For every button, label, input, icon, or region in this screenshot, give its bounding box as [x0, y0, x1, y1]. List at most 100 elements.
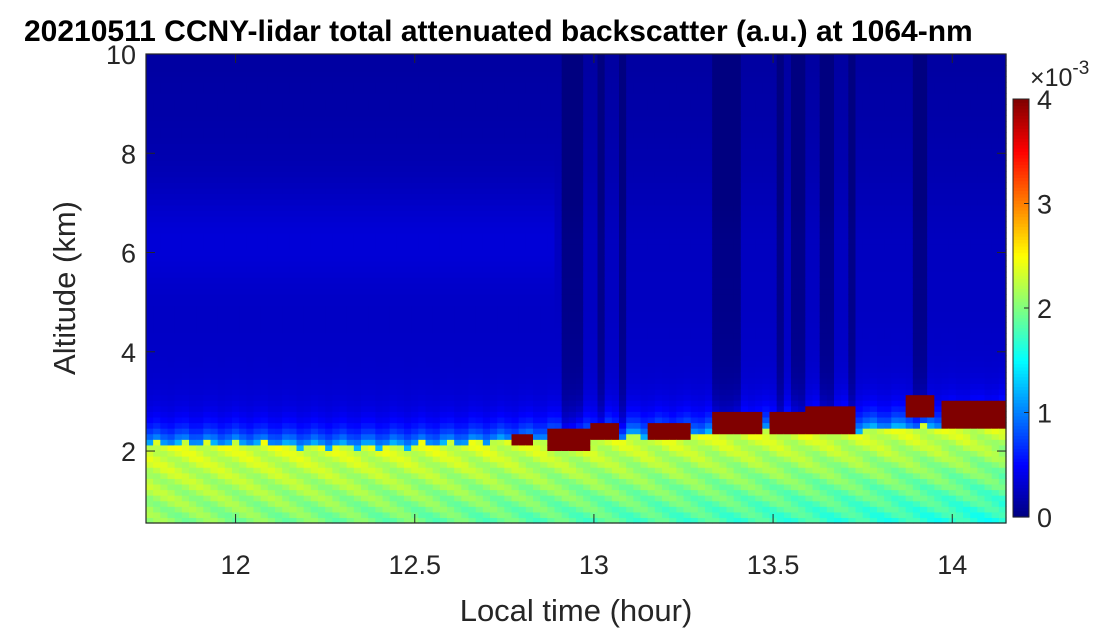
heatmap-cell: [353, 266, 362, 273]
heatmap-cell: [325, 182, 333, 189]
heatmap-cell: [461, 143, 470, 150]
heatmap-cell: [361, 305, 369, 312]
heatmap-cell: [339, 389, 348, 396]
heatmap-cell: [547, 355, 556, 362]
heatmap-cell: [396, 333, 405, 340]
heatmap-cell: [224, 81, 233, 89]
heatmap-cell: [332, 182, 341, 189]
heatmap-cell: [346, 299, 355, 306]
heatmap-cell: [260, 227, 269, 234]
heatmap-cell: [246, 76, 255, 83]
heatmap-cell: [224, 361, 233, 368]
heatmap-cell: [239, 472, 247, 479]
heatmap-cell: [224, 338, 233, 345]
heatmap-cell: [224, 288, 233, 295]
heatmap-cell: [146, 271, 154, 278]
heatmap-cell: [497, 54, 505, 61]
heatmap-cell: [353, 333, 362, 340]
heatmap-cell: [518, 305, 527, 312]
heatmap-cell: [310, 193, 319, 200]
heatmap-cell: [518, 210, 527, 217]
heatmap-cell: [210, 467, 219, 474]
heatmap-cell: [181, 305, 190, 312]
heatmap-cell: [296, 383, 305, 390]
heatmap-cell: [181, 210, 190, 217]
heatmap-cell: [361, 210, 369, 217]
heatmap-cell: [325, 115, 333, 122]
heatmap-cell: [239, 81, 247, 89]
heatmap-cell: [432, 422, 441, 429]
heatmap-cell: [339, 349, 348, 357]
heatmap-cell: [167, 221, 176, 228]
heatmap-cell: [497, 444, 505, 452]
heatmap-cell: [540, 389, 548, 396]
heatmap-cell: [475, 232, 484, 239]
heatmap-cell: [318, 255, 326, 262]
heatmap-cell: [232, 210, 240, 217]
heatmap-cell: [361, 132, 369, 139]
heatmap-cell: [189, 215, 197, 223]
heatmap-cell: [275, 433, 283, 440]
heatmap-cell: [375, 322, 384, 329]
heatmap-cell: [310, 310, 319, 318]
heatmap-cell: [497, 143, 505, 150]
heatmap-cell: [153, 59, 161, 66]
heatmap-cell: [533, 115, 541, 122]
heatmap-cell: [511, 249, 520, 256]
heatmap-cell: [504, 288, 513, 295]
heatmap-cell: [411, 489, 419, 496]
heatmap-cell: [368, 299, 376, 306]
heatmap-cell: [404, 87, 412, 94]
heatmap-cell: [196, 478, 204, 485]
heatmap-cell: [353, 411, 362, 418]
heatmap-cell: [203, 215, 212, 223]
heatmap-cell: [375, 221, 384, 228]
heatmap-cell: [232, 316, 240, 323]
heatmap-cell: [382, 160, 391, 167]
heatmap-cell: [389, 389, 398, 396]
heatmap-cell: [196, 483, 204, 491]
heatmap-cell: [210, 383, 219, 390]
heatmap-cell: [411, 366, 419, 373]
heatmap-cell: [239, 165, 247, 172]
heatmap-cell: [447, 232, 455, 239]
heatmap-cell: [425, 204, 434, 211]
heatmap-cell: [404, 148, 412, 156]
heatmap-cell: [375, 165, 384, 172]
heatmap-cell: [353, 249, 362, 256]
heatmap-cell: [554, 104, 563, 111]
heatmap-cell: [547, 500, 556, 507]
heatmap-cell: [353, 377, 362, 385]
heatmap-cell: [475, 322, 484, 329]
heatmap-cell: [253, 93, 262, 100]
heatmap-cell: [353, 467, 362, 474]
heatmap-cell: [203, 238, 212, 245]
heatmap-cell: [497, 483, 505, 491]
heatmap-cell: [210, 266, 219, 273]
heatmap-cell: [289, 227, 298, 234]
heatmap-cell: [454, 310, 462, 318]
heatmap-cell: [425, 361, 434, 368]
heatmap-cell: [153, 65, 161, 72]
heatmap-cell: [525, 154, 534, 161]
heatmap-cell: [239, 338, 247, 345]
heatmap-cell: [361, 70, 369, 77]
heatmap-cell: [475, 115, 484, 122]
heatmap-cell: [425, 327, 434, 334]
heatmap-cell: [167, 483, 176, 491]
heatmap-cell: [540, 199, 548, 206]
heatmap-cell: [260, 472, 269, 479]
heatmap-cell: [224, 282, 233, 290]
heatmap-cell: [310, 282, 319, 290]
heatmap-cell: [547, 132, 556, 139]
heatmap-cell: [396, 416, 405, 424]
heatmap-cell: [196, 87, 204, 94]
heatmap-cell: [232, 255, 240, 262]
heatmap-cell: [425, 260, 434, 267]
heatmap-cell: [525, 271, 534, 278]
heatmap-cell: [411, 467, 419, 474]
heatmap-cell: [282, 344, 290, 351]
heatmap-cell: [425, 154, 434, 161]
heatmap-cell: [425, 411, 434, 418]
heatmap-cell: [346, 355, 355, 362]
